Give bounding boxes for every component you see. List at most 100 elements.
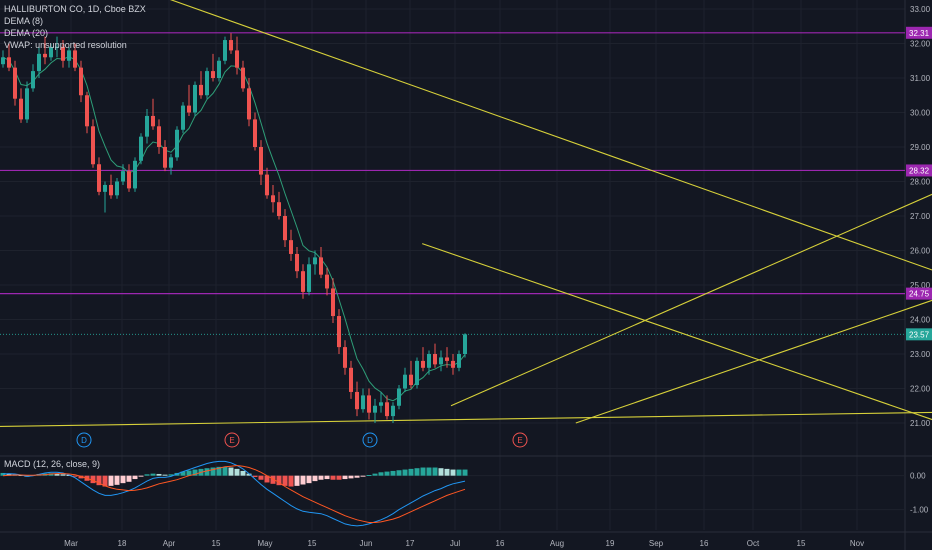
macd-histogram-bar [462, 469, 468, 476]
candle-body [13, 67, 17, 99]
candle-body [283, 216, 287, 241]
candle-body [325, 274, 329, 289]
candle-body [307, 264, 311, 292]
macd-histogram-bar [60, 474, 66, 476]
candle-body [145, 115, 149, 137]
candle-body [409, 374, 413, 386]
macd-histogram-bar [414, 468, 420, 476]
macd-histogram-bar [210, 467, 216, 476]
y-tick-label: 21.00 [910, 419, 931, 428]
macd-histogram-bar [204, 468, 210, 476]
candle-body [355, 391, 359, 410]
x-tick-label: Jun [360, 539, 373, 548]
macd-histogram-bar [144, 474, 150, 476]
candle-body [229, 40, 233, 51]
candle-body [265, 174, 269, 196]
macd-histogram-bar [312, 475, 318, 482]
trendline [422, 243, 932, 421]
macd-histogram-bar [438, 468, 444, 476]
event-marker [362, 432, 378, 448]
macd-histogram-bar [264, 475, 270, 483]
candle-body [91, 126, 95, 165]
y-tick-label: 27.00 [910, 212, 931, 221]
candle-body [115, 181, 119, 196]
x-tick-label: 16 [700, 539, 709, 548]
candle-body [349, 367, 353, 392]
macd-histogram-bar [450, 469, 456, 476]
macd-histogram-bar [372, 473, 378, 476]
last-price-label: 23.57 [909, 330, 930, 339]
macd-histogram-bar [138, 475, 144, 477]
candle-body [427, 354, 431, 368]
macd-histogram-bar [354, 475, 360, 478]
level-price-label: 28.32 [909, 166, 930, 175]
y-tick-label: 23.00 [910, 350, 931, 359]
trendline [575, 299, 932, 424]
macd-histogram-bar [300, 475, 306, 485]
macd-histogram-bar [162, 474, 168, 476]
candle-body [67, 50, 71, 61]
trendline [169, 0, 932, 271]
candle-body [235, 50, 239, 68]
candle-body [169, 157, 173, 168]
candle-body [19, 98, 23, 120]
event-marker [224, 432, 240, 448]
macd-histogram-bar [306, 475, 312, 484]
level-price-tag [906, 164, 932, 177]
event-marker-label: E [517, 436, 522, 445]
macd-legend: MACD (12, 26, close, 9) [4, 459, 101, 469]
candle-body [97, 164, 101, 192]
macd-histogram-bar [234, 468, 240, 476]
event-marker [512, 432, 528, 448]
candle-body [391, 405, 395, 417]
macd-histogram-bar [456, 469, 462, 476]
candle-body [7, 57, 11, 68]
macd-histogram-bar [360, 475, 366, 477]
macd-tick-label: -1.00 [910, 506, 929, 515]
macd-histogram-bar [192, 469, 198, 476]
level-price-tag [906, 287, 932, 300]
x-tick-label: Oct [747, 539, 760, 548]
candle-body [337, 316, 341, 348]
macd-histogram-bar [168, 474, 174, 476]
candle-body [217, 60, 221, 78]
event-marker-label: D [367, 436, 373, 445]
macd-histogram-bar [102, 475, 108, 487]
candle-body [397, 388, 401, 406]
candle-body [37, 53, 41, 72]
legend-dema20: DEMA (20) [4, 28, 49, 38]
x-tick-label: Nov [850, 539, 864, 548]
macd-line [2, 460, 466, 527]
legend-symbol: HALLIBURTON CO, 1D, Cboe BZX [4, 4, 146, 14]
candle-body [163, 147, 167, 168]
x-tick-label: Jul [450, 539, 460, 548]
macd-histogram-bar [420, 467, 426, 476]
y-tick-label: 29.00 [910, 143, 931, 152]
candle-body [259, 147, 263, 175]
y-tick-label: 24.00 [910, 316, 931, 325]
candle-body [187, 105, 191, 113]
candle-body [43, 53, 47, 58]
macd-histogram-bar [156, 473, 162, 476]
y-tick-label: 26.00 [910, 247, 931, 256]
macd-histogram-bar [396, 470, 402, 476]
candle-body [445, 357, 449, 361]
candle-body [181, 105, 185, 130]
y-tick-label: 22.00 [910, 385, 931, 394]
candle-body [199, 84, 203, 96]
x-tick-label: Aug [550, 539, 564, 548]
macd-histogram-bar [90, 475, 96, 484]
candle-body [463, 334, 467, 354]
level-price-tag [906, 26, 932, 39]
macd-histogram-bar [348, 475, 354, 479]
candle-body [121, 171, 125, 182]
trendline [450, 193, 932, 407]
macd-histogram-bar [0, 472, 6, 476]
x-tick-label: 16 [496, 539, 505, 548]
x-tick-label: Mar [64, 539, 78, 548]
macd-histogram-bar [150, 473, 156, 476]
candle-body [319, 257, 323, 275]
candle-body [433, 354, 437, 365]
